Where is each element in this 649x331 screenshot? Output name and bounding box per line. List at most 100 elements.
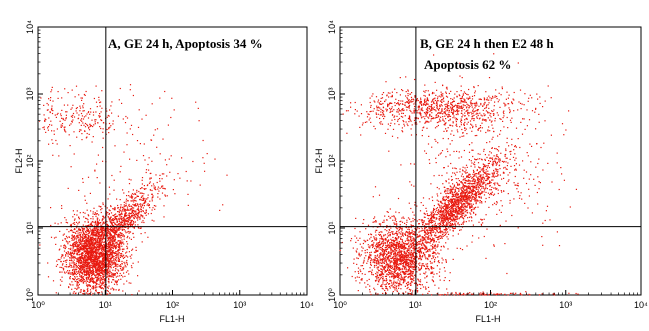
panel-b-data-point: [423, 197, 424, 198]
panel-a-data-point: [48, 98, 49, 99]
panel-a-data-point: [101, 108, 102, 109]
panel-a-data-point: [133, 189, 134, 190]
panel-a-data-point: [154, 185, 155, 186]
panel-b-data-point: [420, 284, 421, 285]
panel-a-data-point: [73, 245, 74, 246]
panel-b-data-point: [359, 277, 360, 278]
panel-b-data-point: [368, 259, 369, 260]
panel-a-data-point: [97, 269, 98, 270]
panel-b-data-point: [374, 265, 375, 266]
panel-a-data-point: [102, 132, 103, 133]
panel-a-data-point: [104, 281, 105, 282]
panel-a-data-point: [73, 246, 74, 247]
panel-a-data-point: [94, 230, 95, 231]
panel-a-data-point: [80, 237, 81, 238]
panel-b-data-point: [389, 283, 390, 284]
panel-a-data-point: [145, 232, 146, 233]
panel-a-data-point: [114, 252, 115, 253]
panel-a-data-point: [115, 257, 116, 258]
panel-a-data-point: [87, 133, 88, 134]
panel-b-data-point: [366, 263, 367, 264]
panel-a-data-point: [130, 128, 131, 129]
panel-b-data-point: [413, 245, 414, 246]
panel-a-data-point: [96, 286, 97, 287]
panel-a-data-point: [81, 133, 82, 134]
panel-a-data-point: [102, 224, 103, 225]
panel-a-data-point: [78, 239, 79, 240]
panel-b-data-point: [389, 230, 390, 231]
panel-a-data-point: [87, 125, 88, 126]
panel-a-data-point: [76, 285, 77, 286]
panel-a-data-point: [92, 256, 93, 257]
panel-a-data-point: [109, 241, 110, 242]
panel-a-data-point: [122, 256, 123, 257]
panel-a-data-point: [162, 193, 163, 194]
panel-a-data-point: [124, 229, 125, 230]
panel-b-data-point: [436, 273, 437, 274]
panel-a-data-point: [133, 194, 134, 195]
panel-a-data-point: [100, 275, 101, 276]
panel-b-data-point: [398, 243, 399, 244]
panel-a-data-point: [111, 260, 112, 261]
panel-a-data-point: [135, 224, 136, 225]
panel-a-data-point: [102, 254, 103, 255]
panel-b-data-point: [393, 276, 394, 277]
panel-a-data-point: [88, 272, 89, 273]
panel-a-data-point: [78, 228, 79, 229]
panel-a-data-point: [99, 254, 100, 255]
panel-a-data-point: [72, 252, 73, 253]
panel-a-data-point: [127, 231, 128, 232]
panel-b-data-point: [388, 274, 389, 275]
panel-a-data-point: [86, 230, 87, 231]
panel-a-data-point: [85, 272, 86, 273]
panel-a-data-point: [214, 159, 215, 160]
panel-a-data-point: [108, 281, 109, 282]
panel-a-data-point: [117, 229, 118, 230]
panel-a-data-point: [84, 110, 85, 111]
panel-b-data-point: [362, 265, 363, 266]
panel-a-data-point: [84, 130, 85, 131]
panel-a-data-point: [152, 198, 153, 199]
panel-a-data-point: [136, 217, 137, 218]
panel-b-data-point: [384, 290, 385, 291]
panel-a-data-point: [93, 281, 94, 282]
panel-b-data-point: [395, 240, 396, 241]
panel-b-data-point: [379, 263, 380, 264]
panel-a-data-point: [124, 263, 125, 264]
panel-b-data-point: [387, 211, 388, 212]
panel-b-data-point: [438, 260, 439, 261]
panel-b-data-point: [407, 260, 408, 261]
panel-a-data-point: [69, 134, 70, 135]
panel-a-data-point: [74, 273, 75, 274]
panel-a-data-point: [142, 183, 143, 184]
panel-a-data-point: [94, 260, 95, 261]
panel-a-data-point: [95, 230, 96, 231]
panel-a-data-point: [127, 207, 128, 208]
panel-a-data-point: [99, 258, 100, 259]
panel-a-data-point: [78, 240, 79, 241]
panel-a-data-point: [73, 210, 74, 211]
panel-a-data-point: [110, 276, 111, 277]
panel-a-data-point: [108, 263, 109, 264]
panel-a-data-point: [78, 114, 79, 115]
panel-a-data-point: [79, 254, 80, 255]
panel-a-data-point: [159, 198, 160, 199]
panel-a-data-point: [88, 239, 89, 240]
panel-b-data-point: [378, 246, 379, 247]
panel-a-data-point: [64, 105, 65, 106]
panel-a-data-point: [108, 266, 109, 267]
panel-b-data-point: [385, 288, 386, 289]
panel-a-data-point: [51, 130, 52, 131]
panel-a-data-point: [108, 286, 109, 287]
panel-a-data-point: [88, 238, 89, 239]
panel-b-data-point: [408, 256, 409, 257]
panel-a-data-point: [76, 108, 77, 109]
panel-a-data-point: [107, 269, 108, 270]
panel-b-data-point: [386, 293, 387, 294]
panel-a-data-point: [96, 210, 97, 211]
panel-a-data-point: [99, 102, 100, 103]
panel-b-data-point: [434, 259, 435, 260]
panel-b-data-point: [430, 261, 431, 262]
panel-a-data-point: [78, 287, 79, 288]
panel-a-data-point: [131, 250, 132, 251]
